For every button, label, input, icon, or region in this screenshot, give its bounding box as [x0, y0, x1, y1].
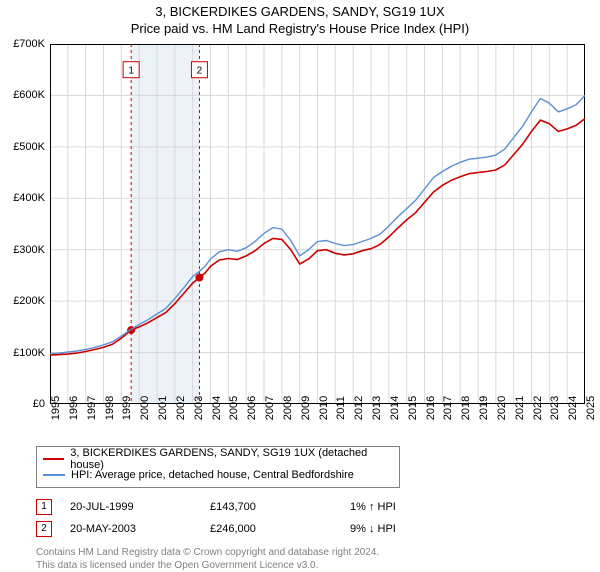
x-tick-label: 2003: [193, 396, 205, 420]
y-tick-label: £200K: [13, 295, 45, 307]
y-tick-label: £300K: [13, 244, 45, 256]
footer-line1: Contains HM Land Registry data © Crown c…: [36, 546, 576, 559]
event-row: 2 20-MAY-2003 £246,000 9% ↓ HPI: [36, 518, 576, 540]
x-tick-label: 1996: [68, 396, 80, 420]
x-tick-label: 2011: [335, 396, 347, 420]
footer: Contains HM Land Registry data © Crown c…: [36, 546, 576, 572]
y-tick-label: £600K: [13, 89, 45, 101]
chart-title-line2: Price paid vs. HM Land Registry's House …: [0, 21, 600, 36]
x-tick-label: 1995: [50, 396, 62, 420]
chart-title-line1: 3, BICKERDIKES GARDENS, SANDY, SG19 1UX: [0, 4, 600, 19]
event-marker-1: 1: [36, 499, 52, 515]
event-price: £246,000: [210, 523, 350, 535]
x-tick-label: 2025: [585, 396, 597, 420]
legend-label-subject: 3, BICKERDIKES GARDENS, SANDY, SG19 1UX …: [70, 447, 393, 471]
x-tick-label: 2024: [567, 396, 579, 420]
x-tick-label: 1997: [86, 396, 98, 420]
y-tick-label: £400K: [13, 192, 45, 204]
x-tick-label: 2002: [175, 396, 187, 420]
footer-line2: This data is licensed under the Open Gov…: [36, 559, 576, 572]
x-tick-label: 2005: [228, 396, 240, 420]
x-tick-label: 2001: [157, 396, 169, 420]
y-tick-label: £100K: [13, 347, 45, 359]
x-tick-label: 2018: [460, 396, 472, 420]
x-tick-label: 2013: [371, 396, 383, 420]
x-tick-label: 1999: [121, 396, 133, 420]
event-delta: 1% ↑ HPI: [350, 501, 490, 513]
x-tick-label: 2019: [478, 396, 490, 420]
x-tick-label: 2021: [514, 396, 526, 420]
svg-text:2: 2: [197, 66, 203, 77]
chart-svg: 12: [50, 44, 585, 404]
legend-row: HPI: Average price, detached house, Cent…: [43, 467, 393, 483]
y-tick-label: £700K: [13, 38, 45, 50]
y-tick-label: £500K: [13, 141, 45, 153]
event-delta: 9% ↓ HPI: [350, 523, 490, 535]
event-date: 20-JUL-1999: [70, 501, 210, 513]
x-tick-label: 2016: [425, 396, 437, 420]
legend-box: 3, BICKERDIKES GARDENS, SANDY, SG19 1UX …: [36, 446, 400, 488]
x-tick-label: 2014: [389, 396, 401, 420]
x-tick-label: 2004: [211, 396, 223, 420]
x-tick-label: 2023: [549, 396, 561, 420]
x-tick-label: 2009: [300, 396, 312, 420]
x-tick-label: 2006: [246, 396, 258, 420]
x-tick-label: 2015: [407, 396, 419, 420]
x-tick-label: 2000: [139, 396, 151, 420]
event-row: 1 20-JUL-1999 £143,700 1% ↑ HPI: [36, 496, 576, 518]
legend-row: 3, BICKERDIKES GARDENS, SANDY, SG19 1UX …: [43, 451, 393, 467]
x-tick-label: 2020: [496, 396, 508, 420]
y-tick-label: £0: [33, 398, 45, 410]
legend-label-hpi: HPI: Average price, detached house, Cent…: [71, 469, 354, 481]
event-date: 20-MAY-2003: [70, 523, 210, 535]
x-tick-label: 2008: [282, 396, 294, 420]
events-table: 1 20-JUL-1999 £143,700 1% ↑ HPI 2 20-MAY…: [36, 496, 576, 540]
x-tick-label: 1998: [104, 396, 116, 420]
legend-swatch-subject: [43, 458, 64, 460]
x-tick-label: 2010: [318, 396, 330, 420]
x-tick-label: 2012: [353, 396, 365, 420]
chart-plot-area: 12 £0£100K£200K£300K£400K£500K£600K£700K…: [50, 44, 585, 404]
event-marker-2: 2: [36, 521, 52, 537]
svg-text:1: 1: [128, 66, 134, 77]
x-tick-label: 2007: [264, 396, 276, 420]
event-price: £143,700: [210, 501, 350, 513]
x-tick-label: 2017: [442, 396, 454, 420]
legend-swatch-hpi: [43, 474, 65, 476]
x-tick-label: 2022: [532, 396, 544, 420]
